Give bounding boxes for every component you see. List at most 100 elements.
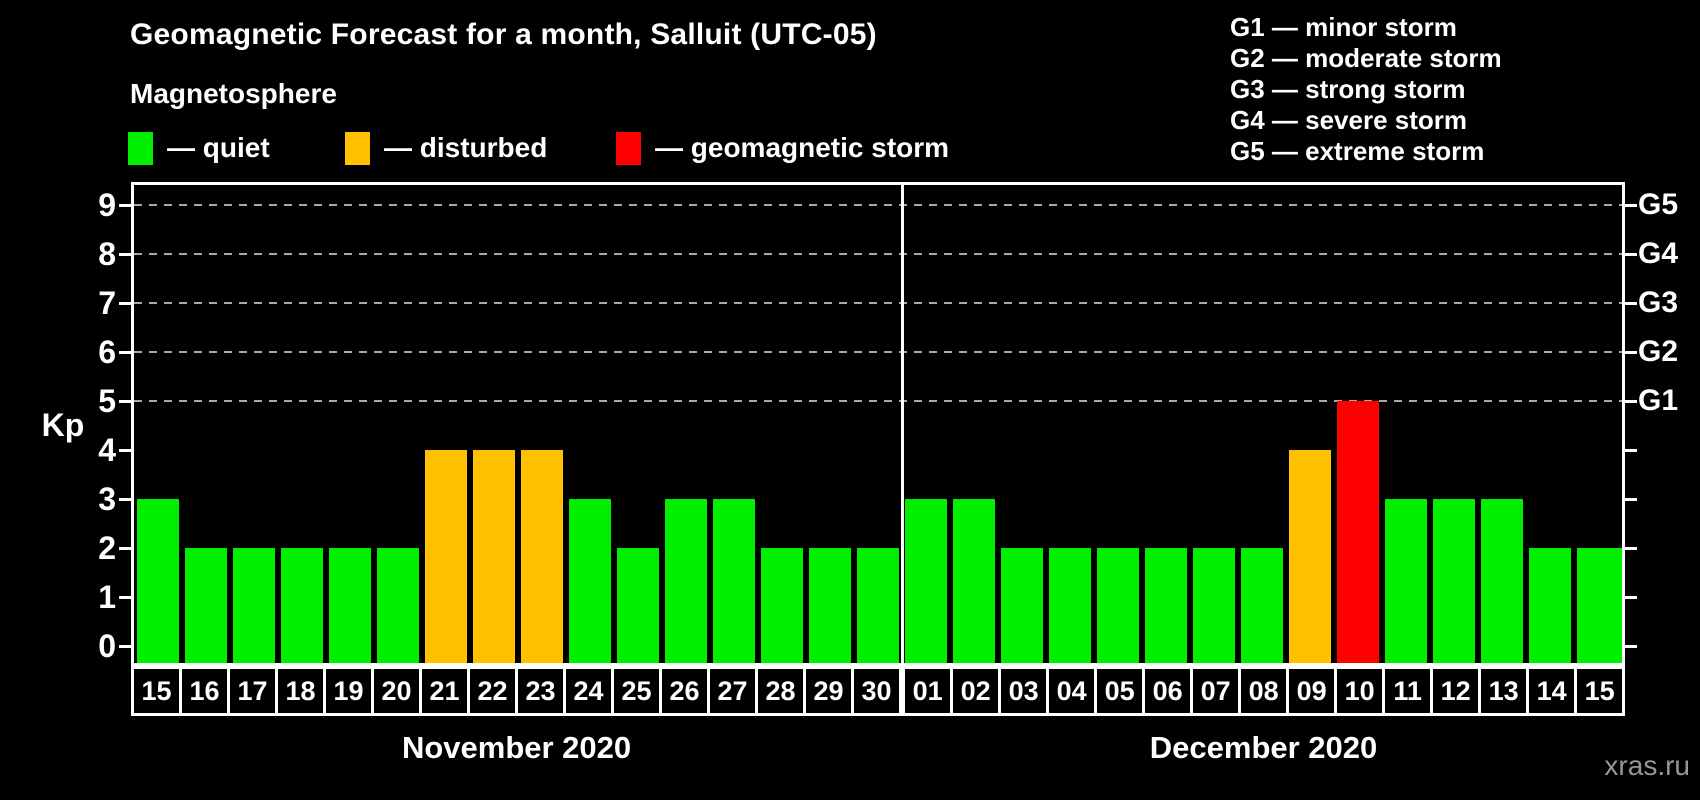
left-axis-tick-8 [119,252,131,256]
quiet-color-swatch [128,131,153,165]
g2-legend-line: G2 — moderate storm [1230,43,1502,73]
plot-area: 0 1 2 3 4 5 6 7 8 9 G1 G2 G3 G4 G5 [98,182,1678,666]
bar-december-07 [1192,548,1235,663]
bar-november-22 [472,450,515,663]
day-cell-26: 26 [659,669,707,713]
left-axis-tick-9 [119,203,131,207]
day-cell-17: 17 [227,669,275,713]
y-tick-label-1: 1 [98,579,116,615]
day-cell-28: 28 [755,669,803,713]
left-axis-tick-5 [119,399,131,403]
y-tick-label-2: 2 [98,530,116,566]
bar-december-06 [1144,548,1187,663]
bar-december-01 [904,499,947,663]
month-label-december: December 2020 [1149,730,1378,765]
day-cell-24: 24 [563,669,611,713]
x-axis-day-band: 15 16 17 18 19 20 21 22 23 24 25 26 27 28 29 30 01 02 03 04… [131,666,1625,716]
bar-december-12 [1432,499,1475,663]
right-axis-tick-0 [1625,644,1637,648]
day-cell-11: 11 [1382,669,1430,713]
y-tick-label-4: 4 [98,432,116,468]
legend-label-disturbed: — disturbed [384,132,548,163]
bar-december-13 [1480,499,1523,663]
day-band-november: 15 16 17 18 19 20 21 22 23 24 25 26 27 28 29 30 [131,666,903,716]
y-tick-label-5: 5 [98,383,116,419]
day-cell-25: 25 [611,669,659,713]
bar-november-19 [328,548,371,663]
bar-november-30 [856,548,899,663]
day-cell-18: 18 [275,669,323,713]
gridline-kp-9 [134,204,1622,206]
bar-december-10 [1336,401,1379,663]
gridline-kp-8 [134,253,1622,255]
day-cell-07: 07 [1190,669,1238,713]
day-cell-03: 03 [998,669,1046,713]
right-axis-tick-2 [1625,546,1637,550]
right-axis-tick-3 [1625,497,1637,501]
bar-december-09 [1288,450,1331,663]
left-axis-tick-1 [119,595,131,599]
day-cell-04: 04 [1046,669,1094,713]
bar-november-24 [568,499,611,663]
bar-november-17 [232,548,275,663]
day-cell-09: 09 [1286,669,1334,713]
day-cell-10: 10 [1334,669,1382,713]
bar-november-15 [136,499,179,663]
legend-item-disturbed: — disturbed [345,130,547,166]
y-tick-label-0: 0 [98,628,116,664]
g-axis-label-g4: G4 [1638,237,1679,270]
day-cell-22: 22 [467,669,515,713]
storm-color-swatch [616,131,641,165]
right-axis-tick-4 [1625,448,1637,452]
bar-december-05 [1096,548,1139,663]
day-band-december: 01 02 03 04 05 06 07 08 09 10 11 12 13 14 15 [902,666,1625,716]
g5-legend-line: G5 — extreme storm [1230,136,1485,166]
bar-december-14 [1528,548,1571,663]
left-axis-tick-0 [119,644,131,648]
day-cell-08: 08 [1238,669,1286,713]
left-axis-tick-4 [119,448,131,452]
left-axis-tick-6 [119,350,131,354]
magnetosphere-label: Magnetosphere [130,78,337,109]
day-cell-15: 15 [1574,669,1622,713]
right-axis-tick-1 [1625,595,1637,599]
watermark: xras.ru [1604,750,1690,781]
right-axis-tick-5 [1625,399,1637,403]
legend-item-quiet: — quiet [128,130,270,166]
left-axis-tick-2 [119,546,131,550]
day-cell-01: 01 [912,676,943,706]
y-axis-label: Kp [41,407,85,443]
gridline-kp-6 [134,351,1622,353]
right-axis-tick-6 [1625,350,1637,354]
bar-december-08 [1240,548,1283,663]
left-axis-tick-3 [119,497,131,501]
gridline-kp-7 [134,302,1622,304]
day-cell-23: 23 [515,669,563,713]
bar-november-23 [520,450,563,663]
bar-november-18 [280,548,323,663]
g-axis-label-g3: G3 [1638,286,1679,319]
day-cell-20: 20 [371,669,419,713]
g1-legend-line: G1 — minor storm [1230,12,1457,42]
left-axis-tick-7 [119,301,131,305]
bar-november-26 [664,499,707,663]
day-cell-12: 12 [1430,669,1478,713]
day-cell-13: 13 [1478,669,1526,713]
month-label-november: November 2020 [401,730,632,765]
g4-legend-line: G4 — severe storm [1230,105,1468,135]
bar-december-02 [952,499,995,663]
day-cell-27: 27 [707,669,755,713]
g-scale-legend: G1 — minor storm G2 — moderate storm G3 … [1230,12,1502,167]
day-cell-19: 19 [323,669,371,713]
bar-november-16 [184,548,227,663]
bar-november-21 [424,450,467,663]
day-cell-30: 30 [851,669,899,713]
right-axis-tick-7 [1625,301,1637,305]
bar-november-28 [760,548,803,663]
day-cell-05: 05 [1094,669,1142,713]
y-tick-label-3: 3 [98,481,116,517]
page-title: Geomagnetic Forecast for a month, Sallui… [130,18,877,51]
y-tick-label-8: 8 [98,236,116,272]
day-cell-16: 16 [179,669,227,713]
